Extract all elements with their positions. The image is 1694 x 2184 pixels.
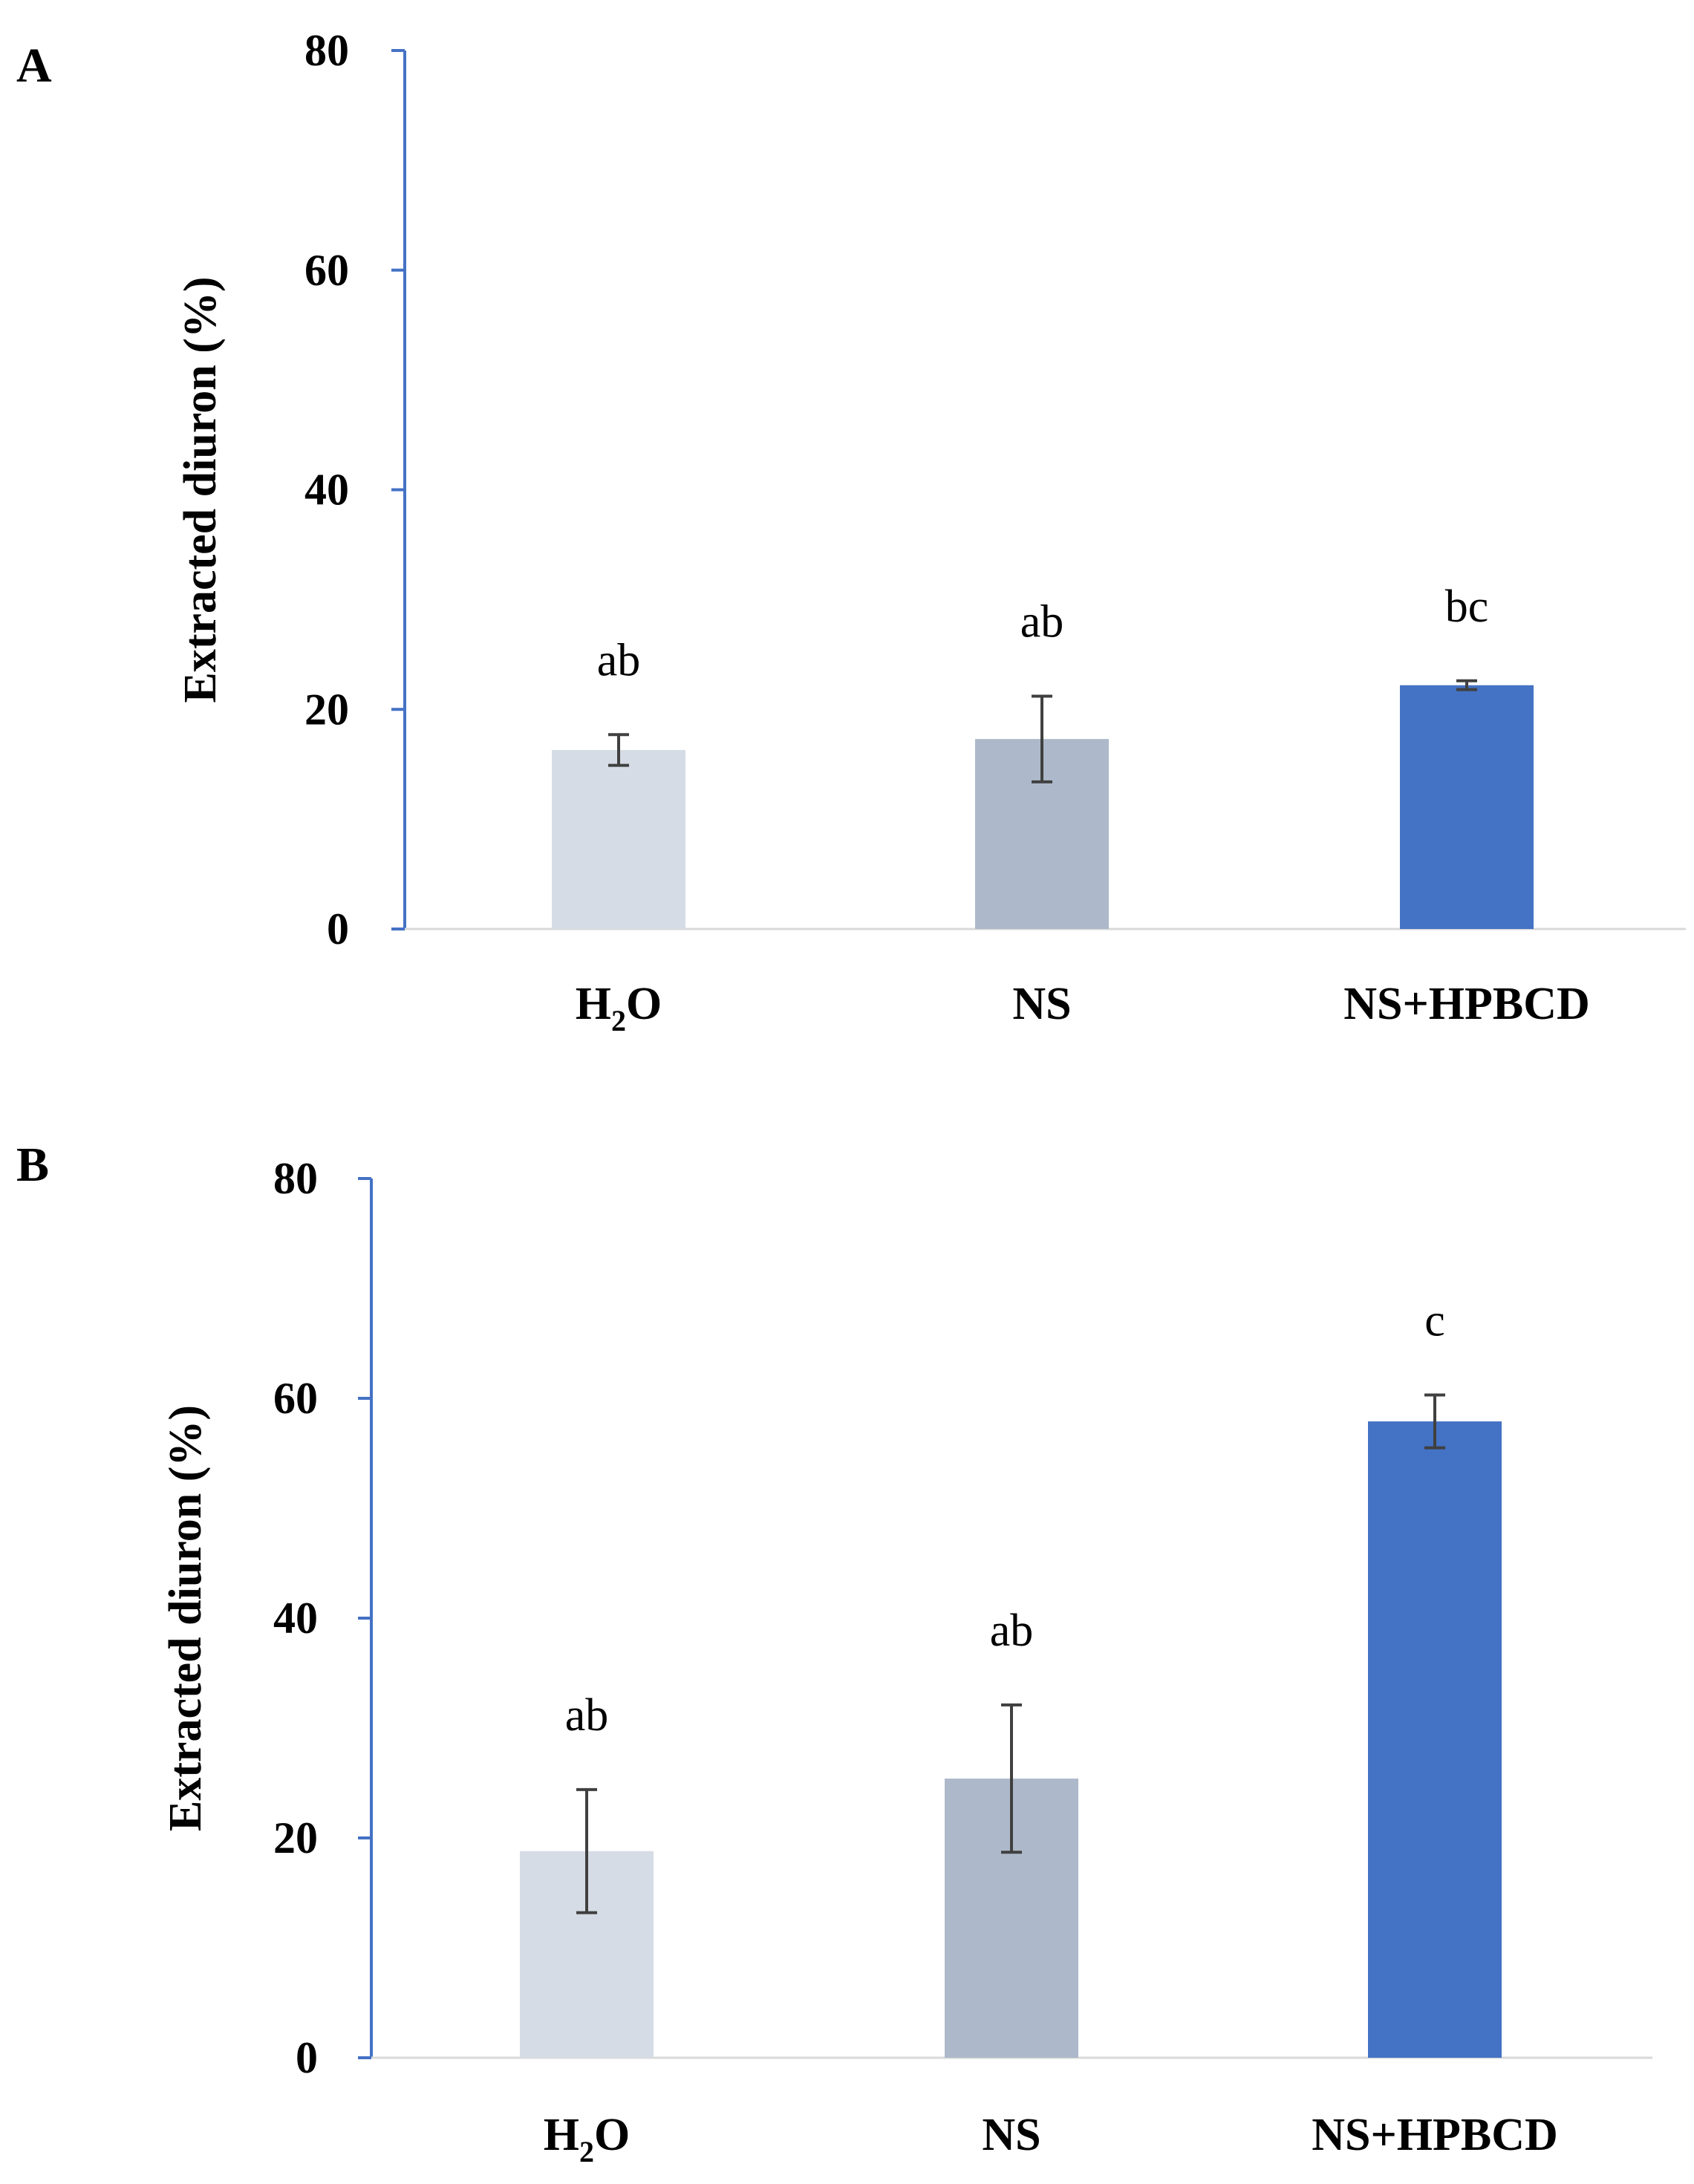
bar (552, 749, 685, 929)
y-tick-label: 80 (273, 1154, 318, 1203)
significance-label: ab (1020, 597, 1064, 648)
significance-label: ab (565, 1690, 609, 1741)
bar (1368, 1421, 1502, 2058)
y-tick-label: 20 (304, 685, 349, 734)
y-tick-label: 60 (273, 1374, 318, 1423)
y-tick-label: 0 (296, 2033, 318, 2082)
y-tick-label: 40 (273, 1594, 318, 1643)
y-tick-label: 80 (304, 26, 349, 75)
panel-letter-a: A (16, 39, 52, 93)
category-label: H2O (576, 979, 662, 1037)
significance-label: bc (1445, 581, 1489, 632)
chart-panel-a: A 0 20 40 60 80 Extracted diuron (%) ab H2O ab NS… (16, 26, 1686, 1037)
category-label: NS+HPBCD (1312, 2110, 1558, 2160)
chart-panel-b: B 0 20 40 60 80 Extracted diuron (%) ab H2O ab NS… (16, 1138, 1652, 2168)
y-tick-label: 0 (327, 904, 349, 954)
y-axis-label: Extracted diuron (%) (175, 276, 226, 703)
y-axis-label: Extracted diuron (%) (160, 1405, 211, 1831)
category-label: NS (1012, 979, 1071, 1029)
significance-label: ab (597, 635, 641, 685)
category-label: NS+HPBCD (1343, 979, 1590, 1029)
category-label: NS (982, 2110, 1040, 2160)
y-tick-label: 60 (304, 246, 349, 295)
significance-label: c (1424, 1296, 1445, 1346)
significance-label: ab (990, 1606, 1034, 1656)
y-tick-label: 20 (273, 1813, 318, 1862)
y-tick-label: 40 (304, 466, 349, 515)
category-label: H2O (544, 2110, 630, 2168)
bar (1400, 685, 1534, 929)
panel-letter-b: B (16, 1138, 49, 1192)
